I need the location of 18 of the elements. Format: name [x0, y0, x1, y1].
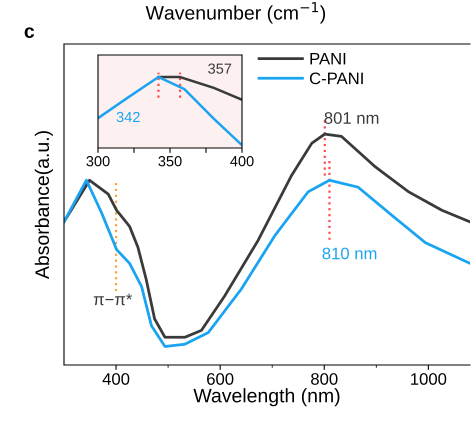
- y-axis-title: Absorbance(a.u.): [34, 131, 53, 280]
- legend-label: C-PANI: [310, 72, 363, 84]
- x-tick-label: 1000: [411, 373, 446, 385]
- ref-line-label: 342: [116, 112, 140, 122]
- x-tick-label: 600: [207, 373, 234, 385]
- ref-line-label: 810 nm: [322, 248, 376, 260]
- x-tick-label: 400: [102, 373, 130, 385]
- ref-line-label: π−π*: [94, 294, 132, 306]
- x-tick-label: 400: [230, 156, 254, 166]
- x-tick-label: 350: [158, 156, 182, 166]
- legend-label: PANI: [310, 52, 346, 64]
- x-axis-title: Wavelength (nm): [193, 388, 340, 406]
- x-tick-label: 800: [311, 373, 338, 385]
- text: c: [24, 27, 34, 38]
- ref-line-label: 801 nm: [324, 112, 378, 124]
- ref-line-label: 357: [208, 63, 232, 74]
- text: Wavenumber (cm$^{−1}$): [146, 2, 326, 24]
- x-tick-label: 300: [86, 156, 110, 166]
